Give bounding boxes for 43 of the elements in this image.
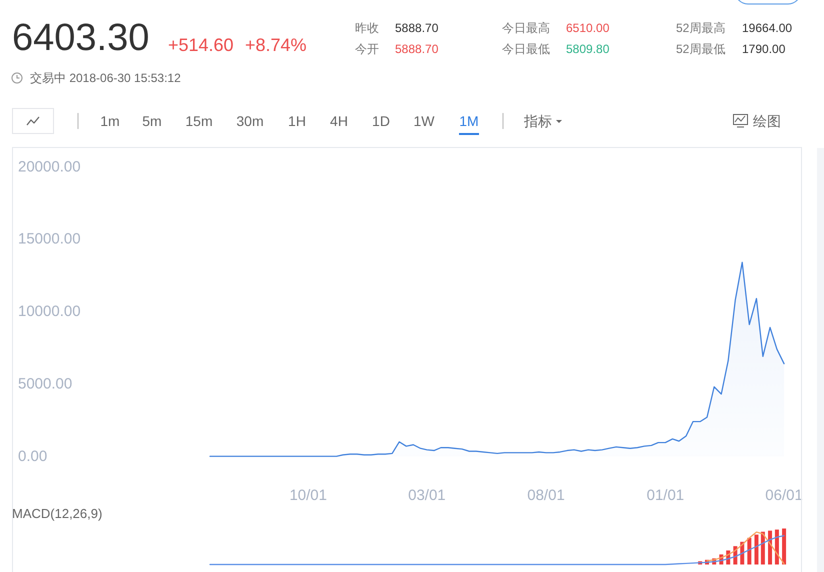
x-tick-label: 10/01 [289,487,327,504]
bar [760,532,765,564]
x-tick-label: 01/01 [646,487,684,504]
y-tick-label: 15000.00 [18,230,81,248]
y-tick-label: 0.00 [18,448,48,465]
text: 指标 [523,113,552,129]
text: +8.74% [245,35,307,55]
text: 1H [288,113,306,129]
text: 昨收 [355,21,379,35]
text: 5888.70 [395,21,439,35]
y-tick-label: 10000.00 [18,303,81,320]
text: 绘图 [753,113,781,129]
text: 今日最高 [502,21,550,35]
text: 5888.70 [395,42,439,56]
text: 30m [236,113,264,129]
x-tick-label: 08/01 [527,487,565,504]
text: 5809.80 [566,42,610,56]
text: 今开 [355,42,379,56]
text: 52周最低 [676,42,726,56]
text: 1790.00 [742,42,786,56]
text: 交易中 2018-06-30 15:53:12 [30,71,182,85]
text: 52周最高 [676,21,726,35]
bar [768,530,772,564]
y-tick-label: 20000.00 [18,158,81,176]
text: 1m [100,113,120,129]
text: 今日最低 [502,42,550,56]
x-tick-label: 06/01 [765,487,803,504]
x-tick-label: 03/01 [408,487,446,504]
text: 5m [142,113,162,129]
chart-title: MACD(12,26,9) [12,506,102,521]
text: 15m [185,113,213,129]
text: 1D [372,113,390,129]
bar [747,538,752,564]
text: 1M [459,113,479,129]
text: 6510.00 [566,21,610,35]
bar [782,528,786,564]
text: 6403.30 [12,17,150,59]
text: 4H [330,113,348,129]
y-tick-label: 5000.00 [18,375,72,392]
text: 1W [414,113,436,129]
bar [754,534,758,564]
text: 19664.00 [742,21,792,35]
text: +514.60 [168,35,234,55]
